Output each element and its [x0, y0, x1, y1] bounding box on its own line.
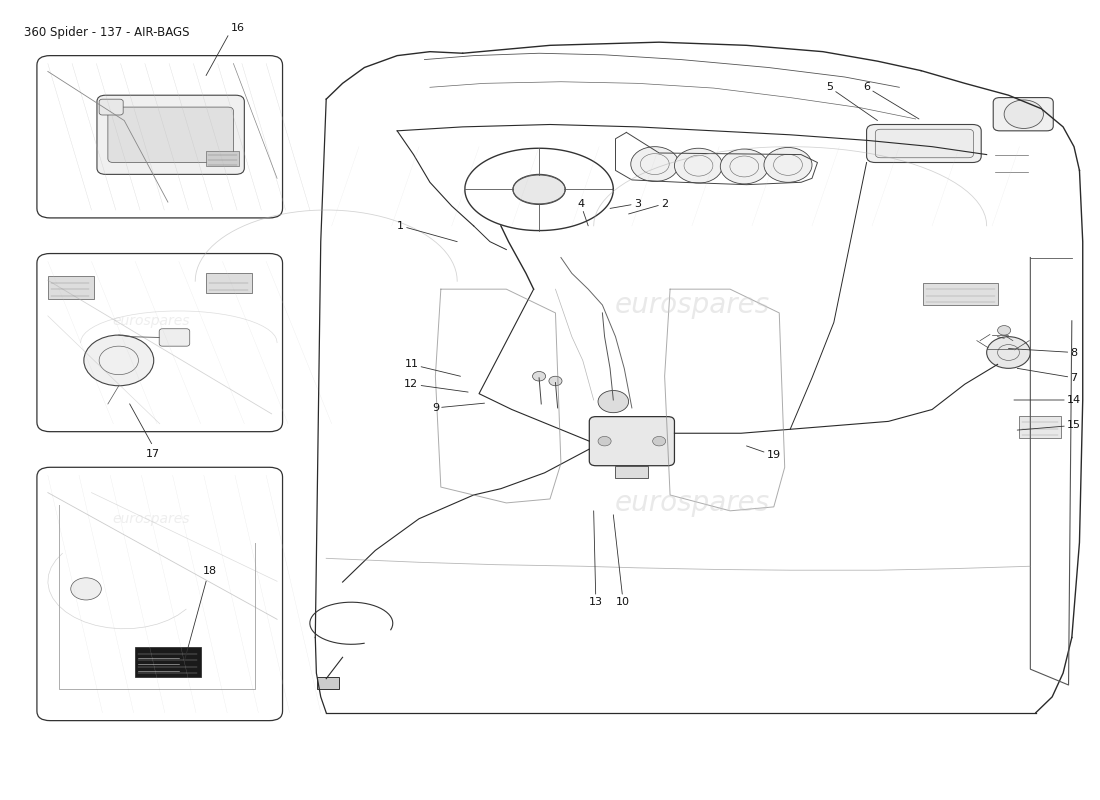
Bar	[135, 647, 200, 677]
Bar	[318, 677, 339, 689]
Circle shape	[84, 335, 154, 386]
Text: eurospares: eurospares	[614, 489, 770, 517]
Text: eurospares: eurospares	[113, 512, 190, 526]
Text: 360 Spider - 137 - AIR-BAGS: 360 Spider - 137 - AIR-BAGS	[24, 26, 189, 39]
Circle shape	[532, 371, 546, 381]
Bar	[206, 150, 239, 166]
Text: eurospares: eurospares	[113, 314, 190, 328]
Circle shape	[998, 326, 1011, 335]
FancyBboxPatch shape	[993, 98, 1054, 131]
Text: 8: 8	[1009, 347, 1078, 358]
Circle shape	[549, 376, 562, 386]
Bar	[1020, 416, 1060, 438]
Text: 9: 9	[432, 403, 484, 413]
Text: 3: 3	[610, 198, 641, 209]
Circle shape	[598, 390, 628, 413]
Bar	[206, 274, 252, 293]
FancyBboxPatch shape	[590, 417, 674, 466]
FancyBboxPatch shape	[160, 329, 189, 346]
FancyBboxPatch shape	[876, 130, 974, 158]
Ellipse shape	[513, 174, 565, 205]
Bar	[616, 466, 648, 478]
Text: 10: 10	[614, 514, 630, 607]
Text: 14: 14	[1014, 395, 1081, 405]
Text: 2: 2	[628, 198, 668, 214]
Text: 4: 4	[578, 198, 588, 226]
Text: 16: 16	[231, 23, 245, 34]
Text: 12: 12	[405, 379, 469, 392]
Circle shape	[1004, 100, 1044, 129]
Circle shape	[987, 337, 1031, 368]
Text: 17: 17	[146, 449, 161, 459]
Text: 19: 19	[747, 446, 781, 461]
Circle shape	[674, 148, 723, 183]
Circle shape	[70, 578, 101, 600]
Text: 15: 15	[1018, 420, 1081, 430]
Text: 5: 5	[826, 82, 878, 121]
Text: eurospares: eurospares	[614, 291, 770, 319]
Text: 18: 18	[202, 566, 217, 576]
Text: 11: 11	[405, 359, 461, 376]
Text: 1: 1	[397, 221, 458, 242]
Circle shape	[630, 146, 679, 182]
Circle shape	[720, 149, 768, 184]
Bar	[923, 283, 998, 305]
Circle shape	[652, 437, 666, 446]
FancyBboxPatch shape	[108, 107, 233, 162]
Bar	[47, 276, 94, 299]
FancyBboxPatch shape	[97, 95, 244, 174]
Text: 6: 6	[864, 82, 918, 119]
Circle shape	[598, 437, 612, 446]
Text: 13: 13	[588, 511, 603, 607]
Circle shape	[764, 147, 812, 182]
FancyBboxPatch shape	[99, 99, 123, 115]
Text: 7: 7	[1018, 368, 1078, 383]
FancyBboxPatch shape	[867, 125, 981, 162]
